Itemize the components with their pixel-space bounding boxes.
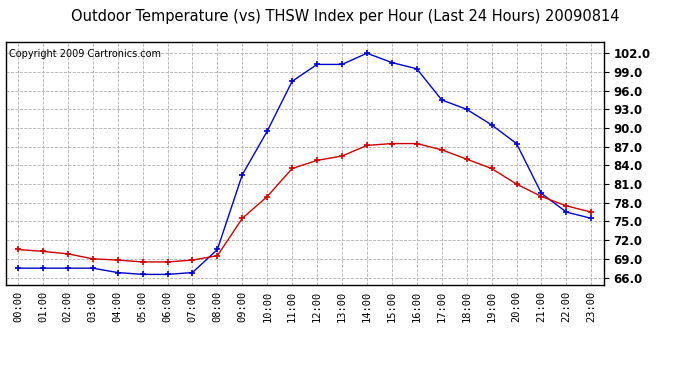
Text: Copyright 2009 Cartronics.com: Copyright 2009 Cartronics.com	[8, 49, 161, 59]
Text: Outdoor Temperature (vs) THSW Index per Hour (Last 24 Hours) 20090814: Outdoor Temperature (vs) THSW Index per …	[71, 9, 619, 24]
